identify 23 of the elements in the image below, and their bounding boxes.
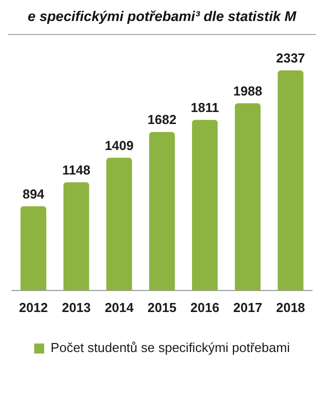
bar [106, 158, 132, 290]
chart-title: e specifickými potřebami³ dle statistik M [8, 8, 316, 35]
data-label: 1148 [62, 162, 90, 178]
data-label: 1988 [233, 83, 262, 98]
data-label: 2337 [276, 50, 306, 66]
x-tick-label: 2016 [190, 300, 220, 315]
bar [149, 132, 175, 290]
data-label: 1682 [148, 112, 176, 128]
bar [63, 182, 90, 290]
x-tick-label: 2013 [62, 300, 91, 315]
x-tick-label: 2018 [276, 300, 306, 315]
bar [20, 206, 46, 290]
x-tick-label: 2014 [104, 300, 134, 315]
data-label: 1811 [190, 100, 219, 115]
data-label: 894 [22, 186, 46, 202]
legend-label: Počet studentů se specifickými potřebami [50, 340, 290, 356]
bar [278, 70, 304, 290]
x-tick-label: 2015 [148, 300, 176, 315]
bar [192, 120, 218, 290]
bar [234, 103, 261, 290]
x-tick-label: 2012 [18, 300, 48, 315]
data-label: 1409 [104, 138, 134, 153]
x-tick-label: 2017 [233, 300, 262, 315]
